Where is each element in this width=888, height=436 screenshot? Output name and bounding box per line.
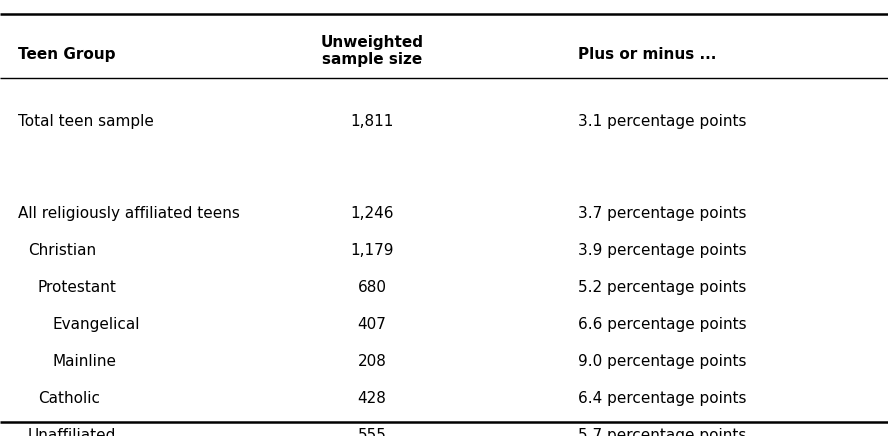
Text: 555: 555 xyxy=(358,428,386,436)
Text: 1,246: 1,246 xyxy=(350,206,393,221)
Text: 5.7 percentage points: 5.7 percentage points xyxy=(578,428,747,436)
Text: 1,811: 1,811 xyxy=(350,114,393,129)
Text: Catholic: Catholic xyxy=(38,391,100,406)
Text: Teen Group: Teen Group xyxy=(18,47,115,62)
Text: Unaffiliated: Unaffiliated xyxy=(28,428,116,436)
Text: 3.7 percentage points: 3.7 percentage points xyxy=(578,206,747,221)
Text: 3.9 percentage points: 3.9 percentage points xyxy=(578,243,747,258)
Text: Protestant: Protestant xyxy=(38,280,117,295)
Text: 1,179: 1,179 xyxy=(350,243,393,258)
Text: Plus or minus ...: Plus or minus ... xyxy=(578,47,717,62)
Text: Evangelical: Evangelical xyxy=(53,317,140,332)
Text: 6.6 percentage points: 6.6 percentage points xyxy=(578,317,747,332)
Text: 428: 428 xyxy=(358,391,386,406)
Text: All religiously affiliated teens: All religiously affiliated teens xyxy=(18,206,240,221)
Text: Christian: Christian xyxy=(28,243,96,258)
Text: 680: 680 xyxy=(358,280,386,295)
Text: 208: 208 xyxy=(358,354,386,369)
Text: Mainline: Mainline xyxy=(53,354,117,369)
Text: 5.2 percentage points: 5.2 percentage points xyxy=(578,280,747,295)
Text: 6.4 percentage points: 6.4 percentage points xyxy=(578,391,747,406)
Text: Unweighted
sample size: Unweighted sample size xyxy=(321,35,424,68)
Text: 9.0 percentage points: 9.0 percentage points xyxy=(578,354,747,369)
Text: 407: 407 xyxy=(358,317,386,332)
Text: 3.1 percentage points: 3.1 percentage points xyxy=(578,114,747,129)
Text: Total teen sample: Total teen sample xyxy=(18,114,154,129)
